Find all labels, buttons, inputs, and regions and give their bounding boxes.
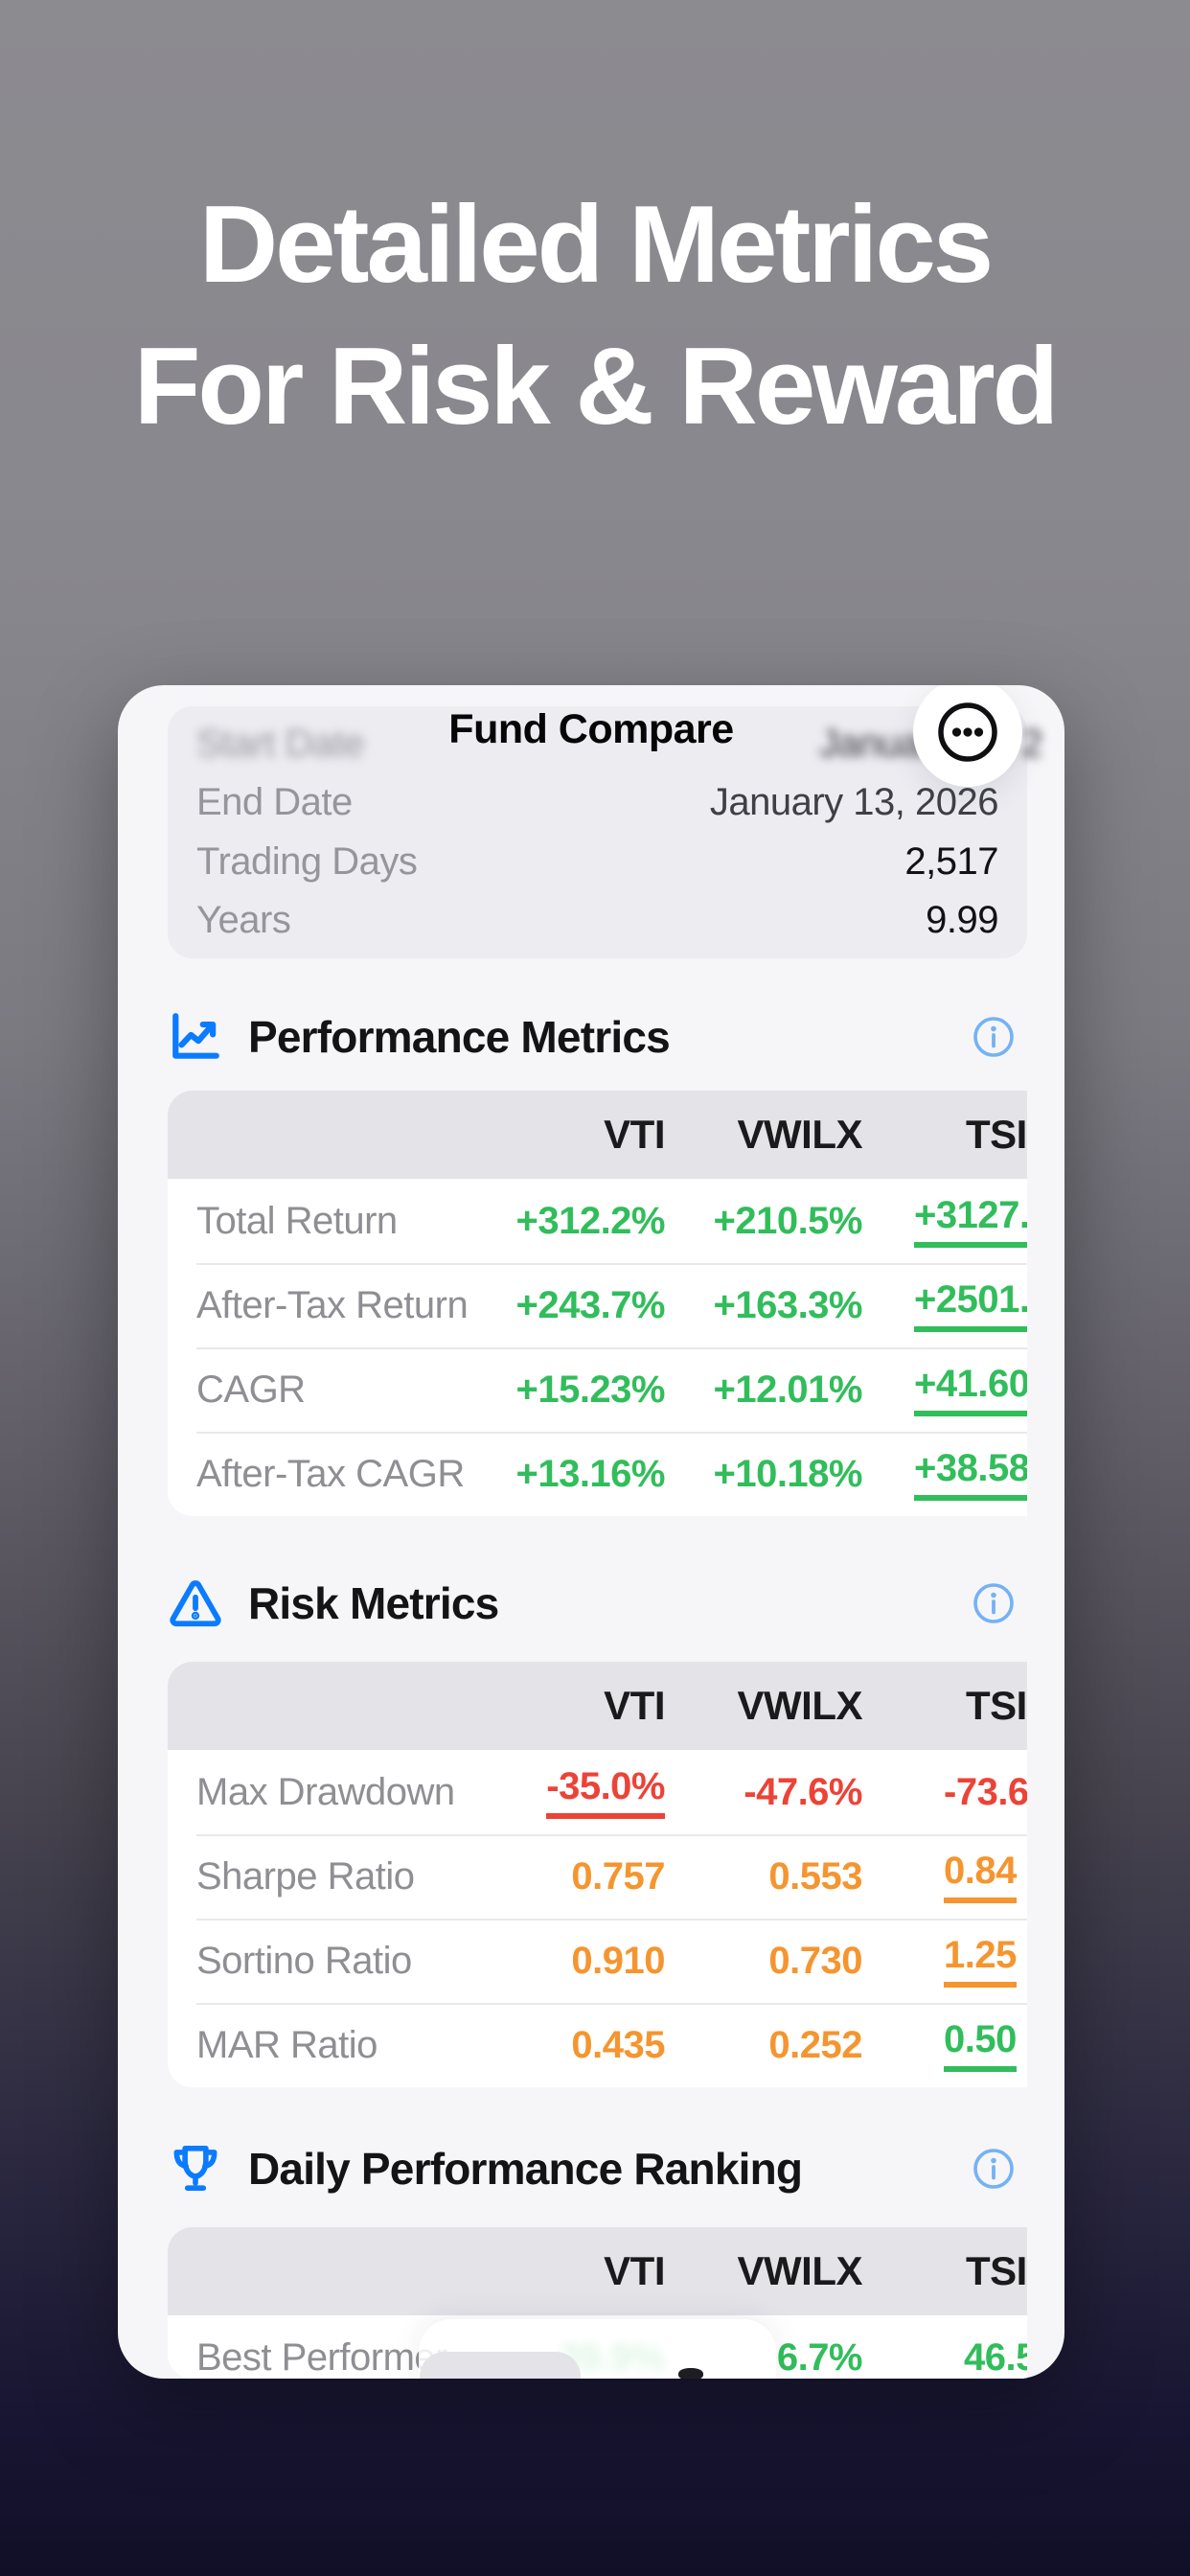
cell-value-best: 0.50 [944, 2018, 1017, 2072]
hero-title-line2: For Risk & Reward [133, 326, 1060, 448]
risk-section-title: Risk Metrics [248, 1578, 499, 1628]
trading-days-label: Trading Days [196, 840, 418, 883]
chart-uptrend-icon [168, 1009, 223, 1065]
page-title: Fund Compare [448, 706, 734, 752]
row-label: Best Performer [196, 2335, 447, 2379]
trading-days-value: 2,517 [904, 840, 998, 883]
table-row: After-Tax Return +243.7% +163.3% +2501.9 [168, 1263, 1027, 1347]
cell-value: 46.5 [964, 2335, 1027, 2379]
summary-row-years: Years 9.99 [196, 899, 998, 942]
date-summary-panel: Start Date January 11, 2 End Date Januar… [168, 706, 1042, 958]
performance-table-header: VTI VWILX TSI [168, 1091, 1027, 1179]
bottom-sheet-pill [420, 2352, 581, 2379]
ranking-table-header: VTI VWILX TSI [168, 2227, 1027, 2315]
cell-value-best: +41.60 [914, 1363, 1027, 1416]
row-label: Sharpe Ratio [196, 1854, 415, 1898]
table-row: CAGR +15.23% +12.01% +41.60 [168, 1347, 1027, 1432]
ranking-section-title: Daily Performance Ranking [248, 2144, 803, 2194]
column-header-vwilx: VWILX [737, 2248, 863, 2293]
column-header-vti: VTI [604, 1112, 665, 1157]
end-date-value: January 13, 2026 [709, 781, 999, 824]
years-label: Years [196, 899, 291, 942]
summary-row-end-date: End Date January 13, 2026 [196, 781, 999, 824]
summary-row-trading-days: Trading Days 2,517 [196, 840, 998, 884]
row-label: After-Tax CAGR [196, 1452, 465, 1495]
cell-value: +13.16% [515, 1452, 665, 1495]
risk-section-header: Risk Metrics [168, 1575, 1015, 1632]
cell-value-best: 0.84 [944, 1850, 1017, 1903]
table-row: After-Tax CAGR +13.16% +10.18% +38.58 [168, 1432, 1027, 1516]
cell-value: 0.910 [571, 1939, 665, 1982]
row-label: Sortino Ratio [196, 1939, 412, 1982]
hero-title: Detailed Metrics For Risk & Reward [0, 174, 1190, 458]
table-row: MAR Ratio 0.435 0.252 0.50 [168, 2003, 1027, 2087]
cell-value-best: +3127.3 [914, 1194, 1027, 1248]
cell-value: +163.3% [713, 1283, 862, 1326]
cell-value-best: +2501.9 [914, 1278, 1027, 1332]
column-header-vwilx: VWILX [737, 1683, 863, 1728]
ranking-section-header: Daily Performance Ranking [168, 2140, 1015, 2197]
cell-value: 0.757 [571, 1854, 665, 1898]
row-label: After-Tax Return [196, 1283, 469, 1326]
cell-value: +243.7% [515, 1283, 665, 1326]
end-date-label: End Date [196, 781, 353, 824]
cell-value: 0.252 [768, 2023, 862, 2066]
table-row: Sharpe Ratio 0.757 0.553 0.84 [168, 1834, 1027, 1919]
start-date-label: Start Date [196, 722, 365, 765]
column-header-vti: VTI [604, 1683, 665, 1728]
table-row: Sortino Ratio 0.910 0.730 1.25 [168, 1919, 1027, 2003]
cell-value-best: +38.58 [914, 1447, 1027, 1501]
performance-table[interactable]: VTI VWILX TSI Total Return +312.2% +210.… [168, 1091, 1027, 1516]
column-header-vwilx: VWILX [737, 1112, 863, 1157]
performance-section-header: Performance Metrics [168, 1008, 1015, 1066]
row-label: MAR Ratio [196, 2023, 378, 2066]
row-label: Max Drawdown [196, 1770, 455, 1813]
cell-value: +15.23% [515, 1368, 665, 1411]
cell-value: +312.2% [515, 1199, 665, 1242]
cell-value: 0.553 [768, 1854, 862, 1898]
performance-section-title: Performance Metrics [248, 1012, 671, 1062]
cell-value: -47.6% [744, 1770, 862, 1813]
table-row: Max Drawdown -35.0% -47.6% -73.6 [168, 1750, 1027, 1834]
warning-triangle-icon [168, 1576, 223, 1631]
cell-value: 0.435 [571, 2023, 665, 2066]
app-screen-card: Start Date January 11, 2 End Date Januar… [118, 685, 1064, 2379]
cell-value-best: -35.0% [546, 1765, 665, 1819]
column-header-tsi: TSI [966, 1683, 1027, 1728]
info-icon[interactable] [973, 1582, 1015, 1624]
table-row: Total Return +312.2% +210.5% +3127.3 [168, 1179, 1027, 1263]
column-header-vti: VTI [604, 2248, 665, 2293]
risk-table[interactable]: VTI VWILX TSI Max Drawdown -35.0% -47.6%… [168, 1662, 1027, 2087]
trophy-icon [168, 2141, 223, 2196]
cell-value: -73.6 [944, 1770, 1027, 1813]
cell-value: +210.5% [713, 1199, 862, 1242]
info-icon[interactable] [973, 1016, 1015, 1058]
row-label: Total Return [196, 1199, 398, 1242]
years-value: 9.99 [926, 899, 998, 942]
cell-value: +10.18% [713, 1452, 862, 1495]
cell-value: 6.7% [776, 2335, 863, 2379]
cell-value: 0.730 [768, 1939, 862, 1982]
risk-table-header: VTI VWILX TSI [168, 1662, 1027, 1750]
cell-value: +12.01% [713, 1368, 862, 1411]
ellipsis-circle-icon [936, 701, 999, 764]
column-header-tsi: TSI [966, 1112, 1027, 1157]
info-icon[interactable] [973, 2148, 1015, 2190]
cell-value-best: 1.25 [944, 1934, 1017, 1988]
hero-title-line1: Detailed Metrics [198, 184, 994, 306]
bottom-sheet-handle [678, 2368, 703, 2379]
row-label: CAGR [196, 1368, 306, 1411]
more-menu-button[interactable] [913, 685, 1022, 787]
column-header-tsi: TSI [966, 2248, 1027, 2293]
